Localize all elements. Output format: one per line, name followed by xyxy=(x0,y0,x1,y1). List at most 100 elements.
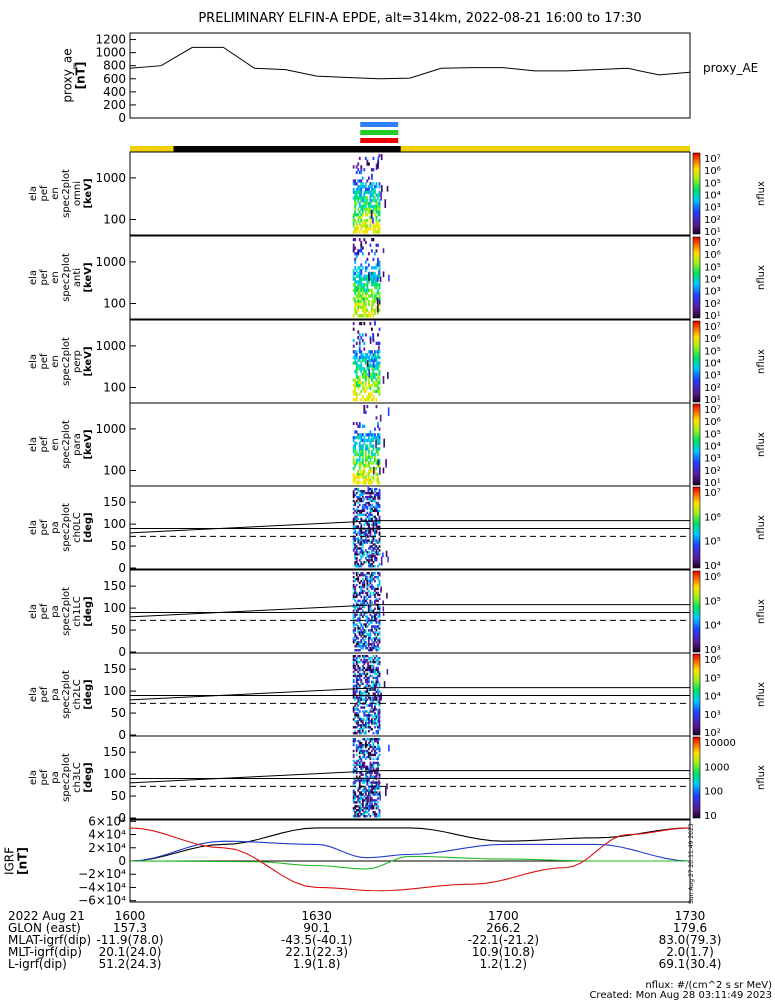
data-cell xyxy=(378,672,381,676)
data-cell xyxy=(375,218,378,223)
data-cell xyxy=(367,461,370,465)
data-cell xyxy=(355,732,358,735)
data-cell xyxy=(374,739,376,743)
data-cell xyxy=(372,505,375,509)
data-cell xyxy=(360,595,363,599)
data-cell xyxy=(369,337,372,344)
data-cell xyxy=(377,364,379,368)
data-cell xyxy=(371,274,373,278)
footer-value: 157.3 xyxy=(113,921,147,935)
igrf-series-line-green xyxy=(129,855,690,870)
data-cell xyxy=(374,300,376,304)
data-cell xyxy=(352,658,355,662)
data-cell xyxy=(378,537,381,540)
data-cell xyxy=(367,478,370,482)
data-cell xyxy=(355,280,358,284)
data-cell xyxy=(364,696,367,699)
data-cell xyxy=(357,179,360,183)
data-cell xyxy=(360,179,363,183)
data-cell xyxy=(371,350,373,354)
data-cell xyxy=(357,224,360,228)
y-axis-label-line: ch0LC xyxy=(72,512,83,543)
data-cell xyxy=(378,621,381,624)
data-cell xyxy=(367,288,370,293)
data-cell xyxy=(372,196,375,200)
data-cell xyxy=(358,743,361,747)
data-cell xyxy=(367,501,370,505)
data-cell xyxy=(363,686,366,689)
footer-value: -43.5(-40.1) xyxy=(281,933,352,947)
data-cell xyxy=(367,738,370,741)
data-cell xyxy=(371,645,373,648)
data-cell xyxy=(363,367,366,371)
data-cell xyxy=(369,216,372,220)
data-cell xyxy=(372,807,375,810)
data-cell xyxy=(382,606,385,612)
data-cell xyxy=(352,799,355,802)
data-cell xyxy=(357,497,360,501)
data-cell xyxy=(369,664,372,668)
data-cell xyxy=(354,525,357,528)
data-cell xyxy=(352,438,355,443)
data-cell xyxy=(375,785,378,788)
data-cell xyxy=(374,811,376,814)
data-cell xyxy=(371,609,373,612)
data-cell xyxy=(374,781,376,784)
data-cell xyxy=(354,398,357,402)
data-cell xyxy=(366,353,369,357)
data-cell xyxy=(377,210,379,214)
colorbar-tick-label: 10² xyxy=(704,299,721,310)
data-cell xyxy=(357,375,360,379)
data-cell xyxy=(377,481,379,485)
data-cell xyxy=(366,690,369,693)
data-cell xyxy=(374,213,376,217)
data-cell xyxy=(361,585,364,589)
data-cell xyxy=(375,210,378,214)
data-cell xyxy=(363,639,366,642)
data-cell xyxy=(364,791,367,794)
data-cell xyxy=(357,185,360,189)
colorbar-tick-label: 10³ xyxy=(704,710,721,721)
data-cell xyxy=(361,367,364,371)
data-cell xyxy=(355,285,358,290)
colorbar-tick-label: 10⁷ xyxy=(704,405,721,416)
data-cell xyxy=(385,787,387,796)
data-cell xyxy=(363,641,366,644)
data-cell xyxy=(378,583,381,587)
data-cell xyxy=(378,201,381,206)
data-cell xyxy=(357,708,360,711)
data-cell xyxy=(360,749,363,753)
data-cell xyxy=(378,495,381,499)
data-cell xyxy=(372,543,375,546)
data-cell xyxy=(369,509,372,513)
colorbar-unit-label: nflux xyxy=(756,515,767,540)
y-axis-label-line: spec2plot xyxy=(61,670,72,719)
data-cell xyxy=(366,619,369,622)
data-cell xyxy=(360,204,363,209)
data-cell xyxy=(358,593,361,597)
data-cell xyxy=(361,643,364,646)
data-cell xyxy=(369,791,372,794)
data-cell xyxy=(355,696,358,699)
data-cell xyxy=(363,341,366,345)
data-cell xyxy=(374,656,376,660)
data-cell xyxy=(363,595,366,599)
data-cell xyxy=(374,698,376,701)
data-cell xyxy=(358,585,361,589)
footer-value: 2.0(1.7) xyxy=(666,945,714,959)
data-cell xyxy=(377,350,379,354)
data-cell xyxy=(358,553,361,556)
data-cell xyxy=(363,655,366,658)
y-axis-label-line: [nT] xyxy=(74,62,88,90)
data-cell xyxy=(378,775,381,778)
data-cell xyxy=(378,369,381,374)
data-cell xyxy=(378,656,381,660)
igrf-y-tick-label: 6×10⁴ xyxy=(88,814,126,828)
data-cell xyxy=(352,625,355,628)
data-cell xyxy=(374,771,376,774)
data-cell xyxy=(354,761,357,765)
data-cell xyxy=(366,647,369,650)
data-cell xyxy=(355,641,358,644)
colorbar xyxy=(692,320,701,403)
data-cell xyxy=(364,196,367,200)
